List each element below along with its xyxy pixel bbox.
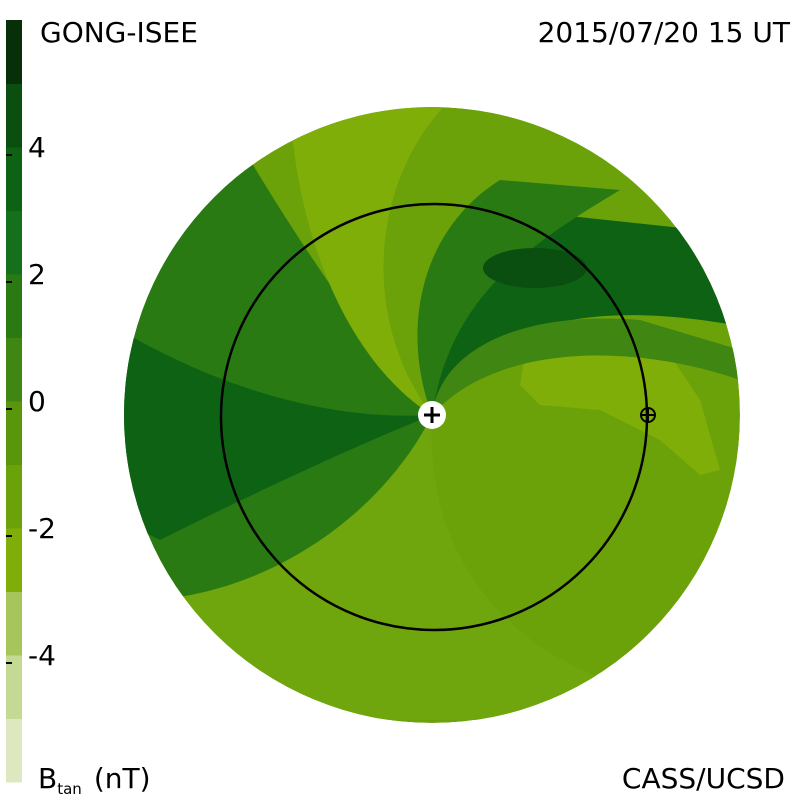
map-region: [432, 318, 740, 415]
colorbar-band: [6, 401, 22, 465]
contour-map: [124, 107, 740, 723]
colorbar-tick-label: 2: [28, 258, 46, 291]
colorbar-band: [6, 147, 22, 211]
colorbar-tick-label: 0: [28, 385, 46, 418]
map-region: [290, 107, 450, 415]
colorbar-band: [6, 83, 22, 148]
earth-cross: [641, 408, 655, 422]
title: GONG-ISEE: [40, 16, 198, 49]
colorbar-label: Btan (nT): [38, 762, 151, 798]
credit: CASS/UCSD: [622, 762, 785, 795]
colorbar-band: [6, 274, 22, 338]
date-label: 2015/07/20 15 UT: [538, 16, 791, 49]
colorbar-band: [6, 464, 22, 529]
colorbar-tick-label: -2: [28, 512, 56, 545]
colorbar: 4 2 0 -2 -4: [6, 20, 56, 783]
map-region: [417, 180, 620, 415]
colorbar-band: [6, 591, 22, 656]
colorbar-band: [6, 210, 22, 275]
map-region: [124, 330, 432, 540]
map-region: [520, 325, 720, 475]
colorbar-tick-label: -4: [28, 639, 56, 672]
colorbar-tick-label: 4: [28, 131, 46, 164]
colorbar-band: [6, 655, 22, 719]
colorbar-band: [6, 337, 22, 402]
sun-cross: [424, 407, 440, 423]
colorbar-band: [6, 20, 22, 84]
colorbar-symbol: B: [38, 762, 57, 795]
map-region: [483, 248, 587, 288]
colorbar-band: [6, 718, 22, 783]
map-region: [124, 415, 740, 720]
colorbar-subscript: tan: [57, 780, 82, 798]
colorbar-unit: (nT): [94, 762, 151, 795]
colorbar-band: [6, 528, 22, 592]
